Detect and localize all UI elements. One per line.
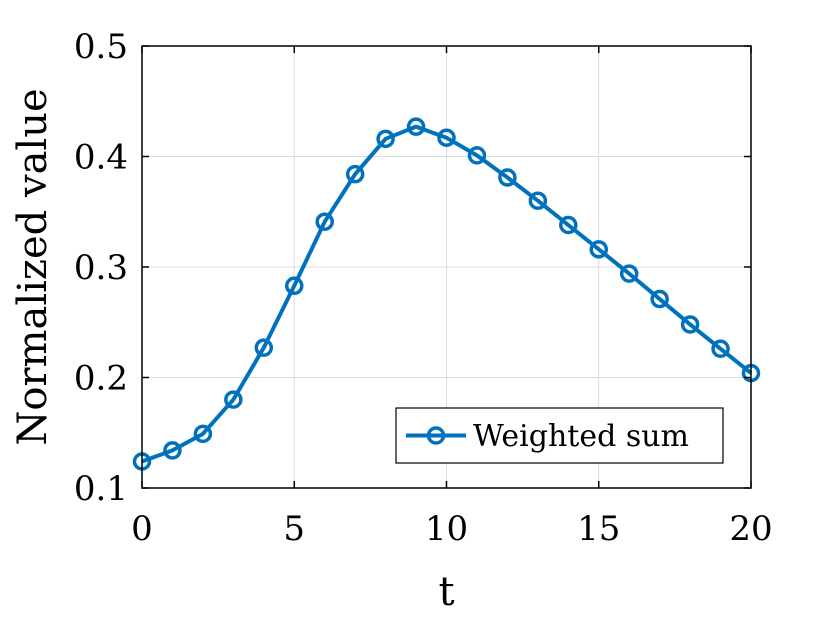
y-axis-label: Normalized value [10, 88, 56, 445]
data-point [619, 264, 639, 283]
data-point [498, 168, 517, 187]
x-tick-label: 10 [425, 509, 468, 549]
data-point [193, 424, 213, 444]
tick-labels: 0 5 10 15 20 0.1 0.2 0.3 0.4 0.5 [74, 27, 773, 549]
x-tick-label: 20 [729, 509, 772, 549]
y-tick-label: 0.4 [74, 138, 128, 178]
legend-entry-label: Weighted sum [473, 419, 689, 454]
data-point [254, 338, 274, 357]
data-point [163, 441, 182, 460]
x-axis-label: t [438, 569, 454, 615]
legend: Weighted sum [395, 407, 724, 464]
data-point [467, 146, 487, 165]
y-tick-label: 0.5 [74, 27, 128, 67]
data-point [406, 117, 426, 136]
tick-marks [141, 45, 752, 489]
data-point [650, 289, 669, 309]
x-tick-label: 0 [131, 509, 153, 549]
data-point [376, 129, 395, 149]
data-point [589, 240, 608, 259]
x-tick-label: 15 [577, 509, 620, 549]
series-line [141, 124, 753, 464]
data-point [345, 164, 365, 184]
data-point [528, 191, 548, 210]
legend-marker [426, 426, 446, 445]
y-tick-label: 0.2 [74, 359, 128, 399]
data-point [437, 128, 456, 147]
y-tick-label: 0.1 [74, 469, 128, 509]
data-point [224, 390, 243, 409]
data-point [285, 276, 304, 296]
data-point [559, 215, 578, 235]
data-point [315, 212, 334, 231]
data-point [711, 339, 730, 359]
y-tick-label: 0.3 [74, 248, 128, 288]
x-tick-label: 5 [283, 509, 305, 549]
data-point [680, 315, 700, 334]
